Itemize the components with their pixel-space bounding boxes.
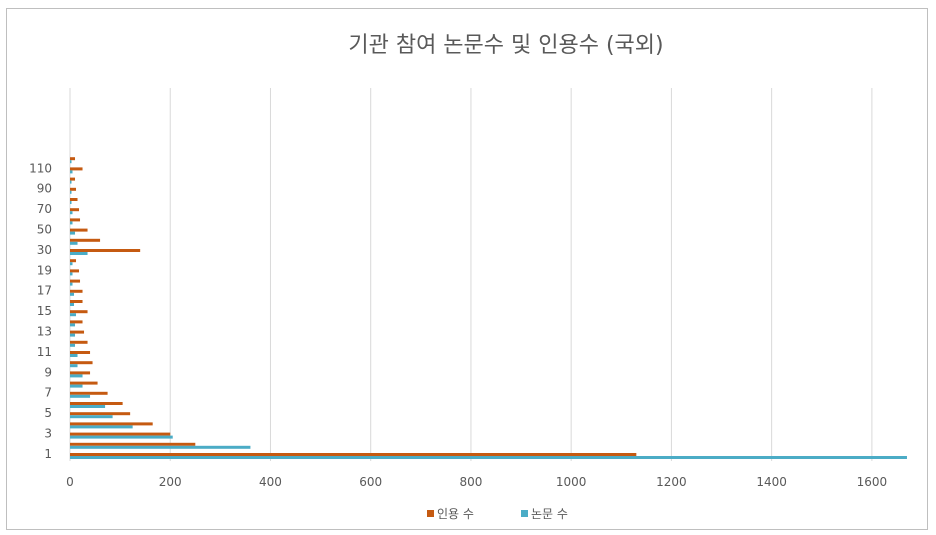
bar-papers-8 <box>70 384 83 388</box>
bar-citations-6 <box>70 402 123 405</box>
bar-papers-90 <box>70 190 72 194</box>
legend-swatch <box>521 510 528 517</box>
bar-papers-7 <box>70 394 91 398</box>
bar-papers-5 <box>70 415 113 419</box>
bars <box>70 157 907 459</box>
bar-citations-40 <box>70 238 101 242</box>
bar-citations-90 <box>70 187 77 191</box>
bar-papers-19 <box>70 272 73 276</box>
bar-citations-14 <box>70 320 83 324</box>
bar-citations-1 <box>70 453 637 456</box>
x-tick-label: 0 <box>66 475 74 489</box>
bar-citations-12 <box>70 340 88 344</box>
bar-citations-4 <box>70 422 153 426</box>
bar-citations-15 <box>70 310 88 314</box>
bar-papers-110 <box>70 170 73 174</box>
y-tick-label: 3 <box>44 427 52 441</box>
y-tick-label: 11 <box>37 345 52 359</box>
bar-papers-14 <box>70 323 76 327</box>
x-tick-label: 1400 <box>756 475 787 489</box>
y-tick-label: 15 <box>37 304 52 318</box>
bar-citations-11 <box>70 351 91 354</box>
bar-citations-110 <box>70 167 83 171</box>
bar-papers-40 <box>70 241 78 245</box>
bar-papers-17 <box>70 292 75 296</box>
y-tick-label: 5 <box>44 406 52 420</box>
bar-citations-18 <box>70 279 81 283</box>
x-tick-label: 1000 <box>556 475 587 489</box>
y-tick-label: 110 <box>29 161 52 175</box>
x-axis-ticks: 0 200 400 600 800 1000 1200 1400 1600 <box>66 475 887 489</box>
bar-citations-9 <box>70 371 91 375</box>
y-tick-label: 7 <box>44 386 52 400</box>
y-tick-label: 1 <box>44 447 52 461</box>
bar-papers-18 <box>70 282 73 286</box>
y-tick-label: 70 <box>37 202 52 216</box>
bar-papers-11 <box>70 354 78 357</box>
y-tick-label: 50 <box>37 223 52 237</box>
bar-citations-60 <box>70 218 81 222</box>
bar-papers-100 <box>70 180 72 184</box>
bar-papers-1 <box>70 456 907 459</box>
x-tick-label: 600 <box>359 475 382 489</box>
bar-citations-10 <box>70 361 93 365</box>
bar-papers-12 <box>70 343 76 347</box>
y-tick-label: 30 <box>37 243 52 257</box>
bar-papers-120 <box>70 160 72 164</box>
bar-citations-5 <box>70 412 131 416</box>
bar-citations-80 <box>70 198 78 201</box>
x-tick-label: 200 <box>159 475 182 489</box>
bar-papers-6 <box>70 405 106 408</box>
bar-papers-50 <box>70 231 76 235</box>
legend-label: 인용 수 <box>437 507 474 521</box>
bar-citations-7 <box>70 391 108 395</box>
bar-citations-20 <box>70 259 77 263</box>
bar-citations-3 <box>70 432 171 436</box>
bar-citations-13 <box>70 330 85 334</box>
bar-papers-30 <box>70 252 88 255</box>
bar-papers-15 <box>70 313 77 317</box>
bar-papers-2 <box>70 445 251 449</box>
bar-citations-17 <box>70 289 83 293</box>
legend-label: 논문 수 <box>531 507 568 521</box>
gridlines <box>69 88 873 461</box>
legend: 인용 수 논문 수 <box>427 507 568 521</box>
bar-papers-80 <box>70 201 72 204</box>
bar-papers-13 <box>70 333 76 337</box>
bar-citations-19 <box>70 269 80 273</box>
bar-citations-70 <box>70 208 80 212</box>
y-tick-label: 17 <box>37 284 52 298</box>
legend-swatch <box>427 510 434 517</box>
bar-papers-70 <box>70 211 73 215</box>
bar-citations-50 <box>70 228 88 232</box>
bar-papers-60 <box>70 221 73 225</box>
y-tick-label: 19 <box>37 263 52 277</box>
chart-title: 기관 참여 논문수 및 인용수 (국외) <box>348 33 663 58</box>
bar-papers-10 <box>70 364 78 368</box>
x-tick-label: 400 <box>259 475 282 489</box>
x-tick-label: 800 <box>459 475 482 489</box>
bar-citations-16 <box>70 300 83 303</box>
bar-citations-8 <box>70 381 98 385</box>
y-tick-label: 13 <box>37 325 52 339</box>
bar-papers-4 <box>70 425 133 429</box>
bar-citations-120 <box>70 157 76 161</box>
bar-papers-3 <box>70 435 173 439</box>
y-tick-label: 9 <box>44 365 52 379</box>
x-tick-label: 1200 <box>656 475 687 489</box>
bar-papers-20 <box>70 262 73 266</box>
bar-citations-100 <box>70 177 76 181</box>
y-tick-label: 90 <box>37 182 52 196</box>
bar-papers-9 <box>70 374 83 378</box>
x-tick-label: 1600 <box>857 475 888 489</box>
bar-citations-2 <box>70 442 196 446</box>
bar-papers-16 <box>70 303 75 306</box>
bar-citations-30 <box>70 249 141 252</box>
